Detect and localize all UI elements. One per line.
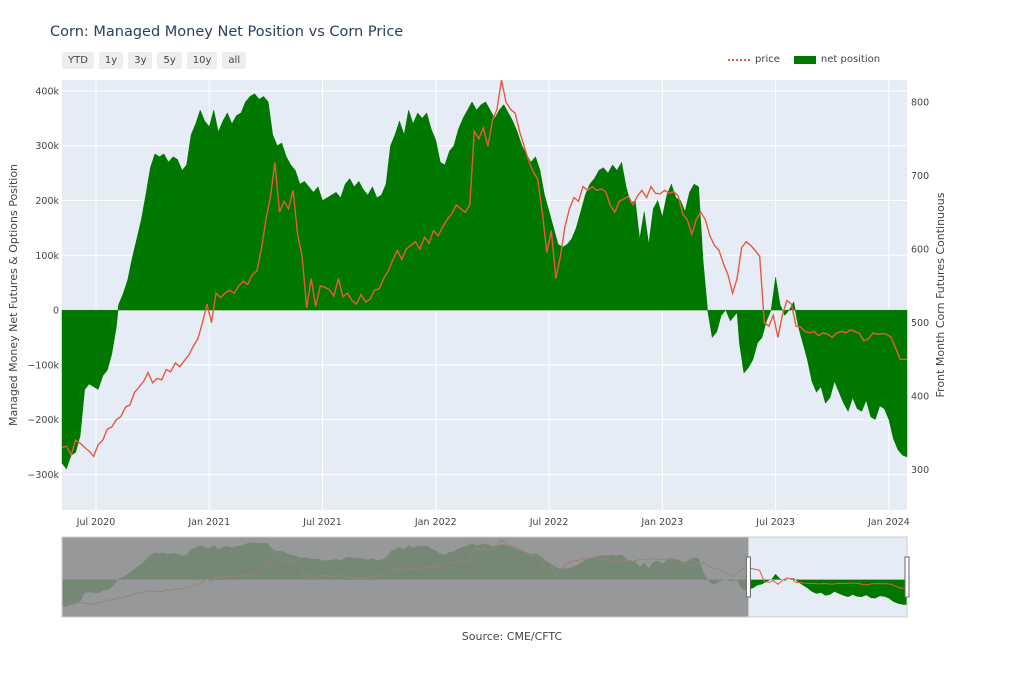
y-right-tick-label: 300 [911, 465, 929, 476]
legend-net-swatch[interactable] [793, 55, 816, 64]
slider-net-area [62, 542, 907, 607]
range-slider[interactable] [61, 536, 910, 618]
plot-background [62, 80, 907, 510]
y-axis-right-title: Front Month Corn Futures Continuous [934, 192, 947, 397]
x-axis: Jul 2020 Jan 2021 Jul 2021 Jan 2022 Jul 2022… [76, 517, 910, 528]
slider-unselected-mask [62, 537, 749, 617]
x-tick-label: Jan 2023 [640, 517, 683, 528]
x-tick-label: Jul 2023 [755, 517, 795, 528]
y-axis-left-title: Managed Money Net Futures & Options Posi… [7, 164, 20, 426]
slider-border [61, 536, 908, 618]
x-tick-label: Jan 2022 [414, 517, 457, 528]
chart-title: Corn: Managed Money Net Position vs Corn… [50, 24, 404, 40]
y-right-tick-label: 600 [911, 245, 929, 256]
legend: price net position [728, 54, 880, 65]
y-right-tick-label: 700 [911, 171, 929, 182]
y-right-tick-label: 500 [911, 318, 929, 329]
y-right-tick-label: 400 [911, 392, 929, 403]
y-left-tick-label: 100k [35, 251, 59, 262]
range-button-all[interactable]: all [222, 52, 247, 69]
range-button-3y[interactable]: 3y [128, 52, 153, 69]
range-button-10y[interactable]: 10y [186, 52, 218, 69]
y-axis-left: 400k 300k 200k 100k 0 −100k −200k −300k [27, 86, 59, 480]
y-left-tick-label: −100k [27, 360, 59, 371]
y-left-tick-label: −300k [27, 470, 59, 481]
source-note: Source: CME/CFTC [461, 630, 563, 643]
y-left-tick-label: −200k [27, 415, 59, 426]
net-position-area [61, 93, 908, 470]
net-position-fill [61, 93, 908, 470]
x-tick-label: Jul 2020 [76, 517, 116, 528]
slider-right-handle [904, 556, 910, 598]
y-left-tick-label: 300k [35, 141, 59, 152]
slider-price-line [61, 539, 907, 606]
price-line-group [61, 79, 907, 458]
grid [62, 80, 907, 510]
y-left-tick-label: 200k [35, 196, 59, 207]
x-tick-label: Jan 2021 [187, 517, 230, 528]
range-button-5y[interactable]: 5y [157, 52, 182, 69]
legend-price-swatch[interactable] [728, 58, 750, 61]
y-axis-right: 800 700 600 500 400 300 [911, 98, 929, 477]
range-button-1y[interactable]: 1y [98, 52, 124, 69]
x-tick-label: Jul 2021 [302, 517, 342, 528]
price-line [61, 79, 907, 458]
legend-net-label[interactable]: net position [820, 54, 881, 65]
y-right-tick-label: 800 [911, 98, 929, 109]
legend-price-label[interactable]: price [755, 54, 780, 65]
x-tick-label: Jul 2022 [529, 517, 569, 528]
y-left-tick-label: 400k [35, 86, 59, 97]
slider-background [62, 537, 907, 617]
slider-left-handle [745, 556, 751, 598]
range-selector: YTD 1y 3y 5y 10y all [62, 52, 247, 69]
y-left-tick-label: 0 [53, 306, 59, 317]
range-button-ytd[interactable]: YTD [62, 52, 94, 69]
x-tick-label: Jan 2024 [867, 517, 910, 528]
